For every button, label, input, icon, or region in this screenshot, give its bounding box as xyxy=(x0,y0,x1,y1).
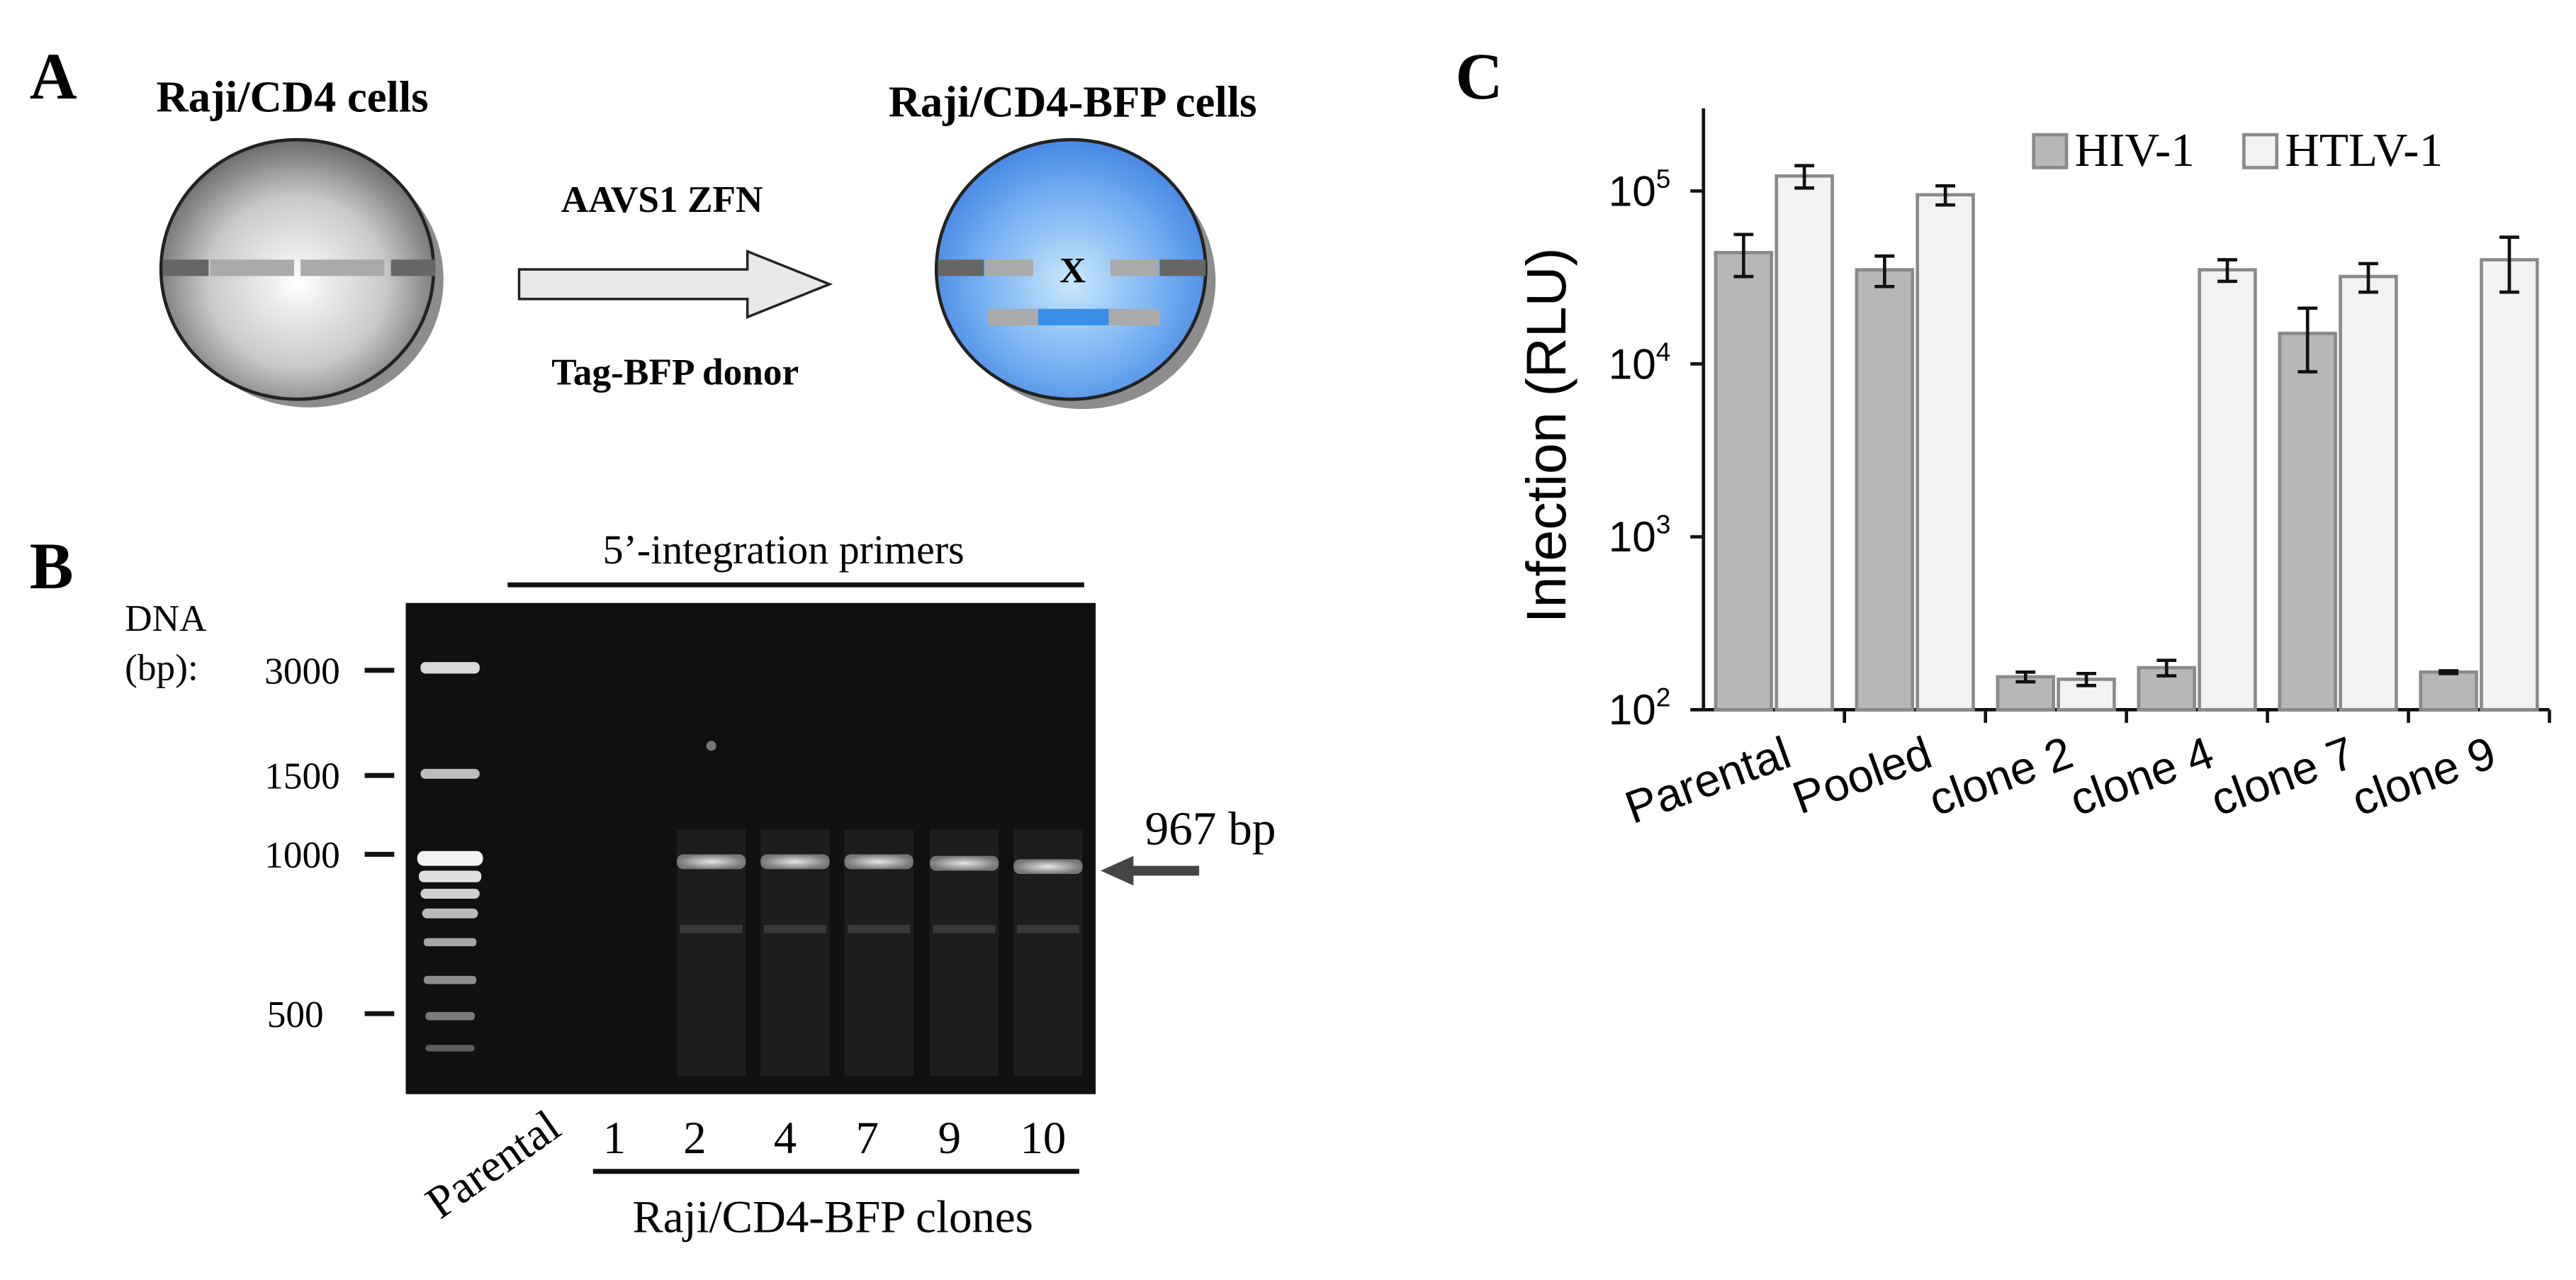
arrow-icon xyxy=(517,249,833,319)
x-tick-label: clone 7 xyxy=(2204,726,2361,826)
y-tick-label: 104 xyxy=(1609,337,1671,388)
y-tick-label: 102 xyxy=(1609,683,1671,734)
arrow-left-icon xyxy=(1101,855,1134,886)
band-size-label: 967 bp xyxy=(1145,802,1276,855)
clones-label: Raji/CD4-BFP clones xyxy=(633,1192,1033,1243)
legend-label-hiv-1: HIV-1 xyxy=(2075,123,2195,176)
bar-hiv-1 xyxy=(2278,332,2337,712)
bar-hiv-1 xyxy=(1855,268,1915,712)
right-cell-label: Raji/CD4-BFP cells xyxy=(889,77,1257,127)
x-tick-label: clone 4 xyxy=(2063,726,2220,826)
x-tick-label: clone 2 xyxy=(1922,726,2079,826)
panel-b-letter: B xyxy=(30,530,74,603)
legend-label-htlv-1: HTLV-1 xyxy=(2285,123,2443,176)
band xyxy=(760,854,830,870)
right-cell: X xyxy=(934,137,1216,410)
panel-a-letter: A xyxy=(30,40,77,113)
lane-label: 4 xyxy=(774,1113,797,1164)
primers-label: 5’-integration primers xyxy=(603,527,964,573)
legend-swatch-htlv-1 xyxy=(2242,133,2279,169)
bar-htlv-1 xyxy=(2339,274,2398,712)
band xyxy=(677,854,746,870)
panel-a: A Raji/CD4 cells Raji/CD4-BFP cells AAVS… xyxy=(30,40,1257,410)
bar-chart: 102 103 104 105 Infection (RLU) ParentalPoole… xyxy=(1515,108,2551,833)
y-tick-label: 105 xyxy=(1609,164,1671,215)
lane-label: 9 xyxy=(938,1113,961,1164)
marker-500: 500 xyxy=(267,993,324,1035)
band xyxy=(929,855,999,871)
bar-htlv-1 xyxy=(2480,258,2539,712)
bar-htlv-1 xyxy=(2198,268,2257,712)
marker-1000: 1000 xyxy=(264,833,340,876)
panel-b: B 5’-integration primers DNA (bp): 3000 … xyxy=(30,527,1276,1242)
bar-hiv-1 xyxy=(2419,670,2478,712)
bar-hiv-1 xyxy=(1714,251,1774,712)
band xyxy=(1013,859,1083,875)
panel-c-letter: C xyxy=(1456,40,1503,113)
bp-label: (bp): xyxy=(125,646,198,689)
x-tick-label: Parental xyxy=(1619,726,1797,833)
y-tick-label: 103 xyxy=(1609,510,1671,561)
lane-label: 1 xyxy=(603,1113,626,1164)
chart-legend: HIV-1 HTLV-1 xyxy=(2032,123,2443,176)
y-axis-label: Infection (RLU) xyxy=(1515,247,1577,623)
arrow-bottom-label: Tag-BFP donor xyxy=(551,350,799,393)
lane-label: 10 xyxy=(1020,1113,1066,1164)
gel-image xyxy=(405,602,1096,1094)
integration-mark: X xyxy=(1059,252,1086,291)
legend-swatch-hiv-1 xyxy=(2032,133,2069,169)
dna-ladder xyxy=(417,662,483,1052)
dna-label: DNA xyxy=(125,597,207,639)
lane-label: 7 xyxy=(856,1113,879,1164)
lane-label: 2 xyxy=(683,1113,706,1164)
marker-1500: 1500 xyxy=(264,755,340,797)
left-cell xyxy=(159,137,444,408)
bar-htlv-1 xyxy=(1774,174,1834,712)
panel-c: C 102 103 104 105 Infection (RLU) ParentalPoo… xyxy=(1456,40,2551,833)
lane-label-parental: Parental xyxy=(417,1101,569,1229)
arrow-top-label: AAVS1 ZFN xyxy=(561,178,763,220)
x-tick-label: clone 9 xyxy=(2345,726,2502,826)
marker-3000: 3000 xyxy=(264,649,340,692)
x-tick-label: Pooled xyxy=(1786,726,1938,824)
band xyxy=(844,854,913,870)
bar-htlv-1 xyxy=(1916,193,1975,712)
left-cell-label: Raji/CD4 cells xyxy=(157,72,429,122)
